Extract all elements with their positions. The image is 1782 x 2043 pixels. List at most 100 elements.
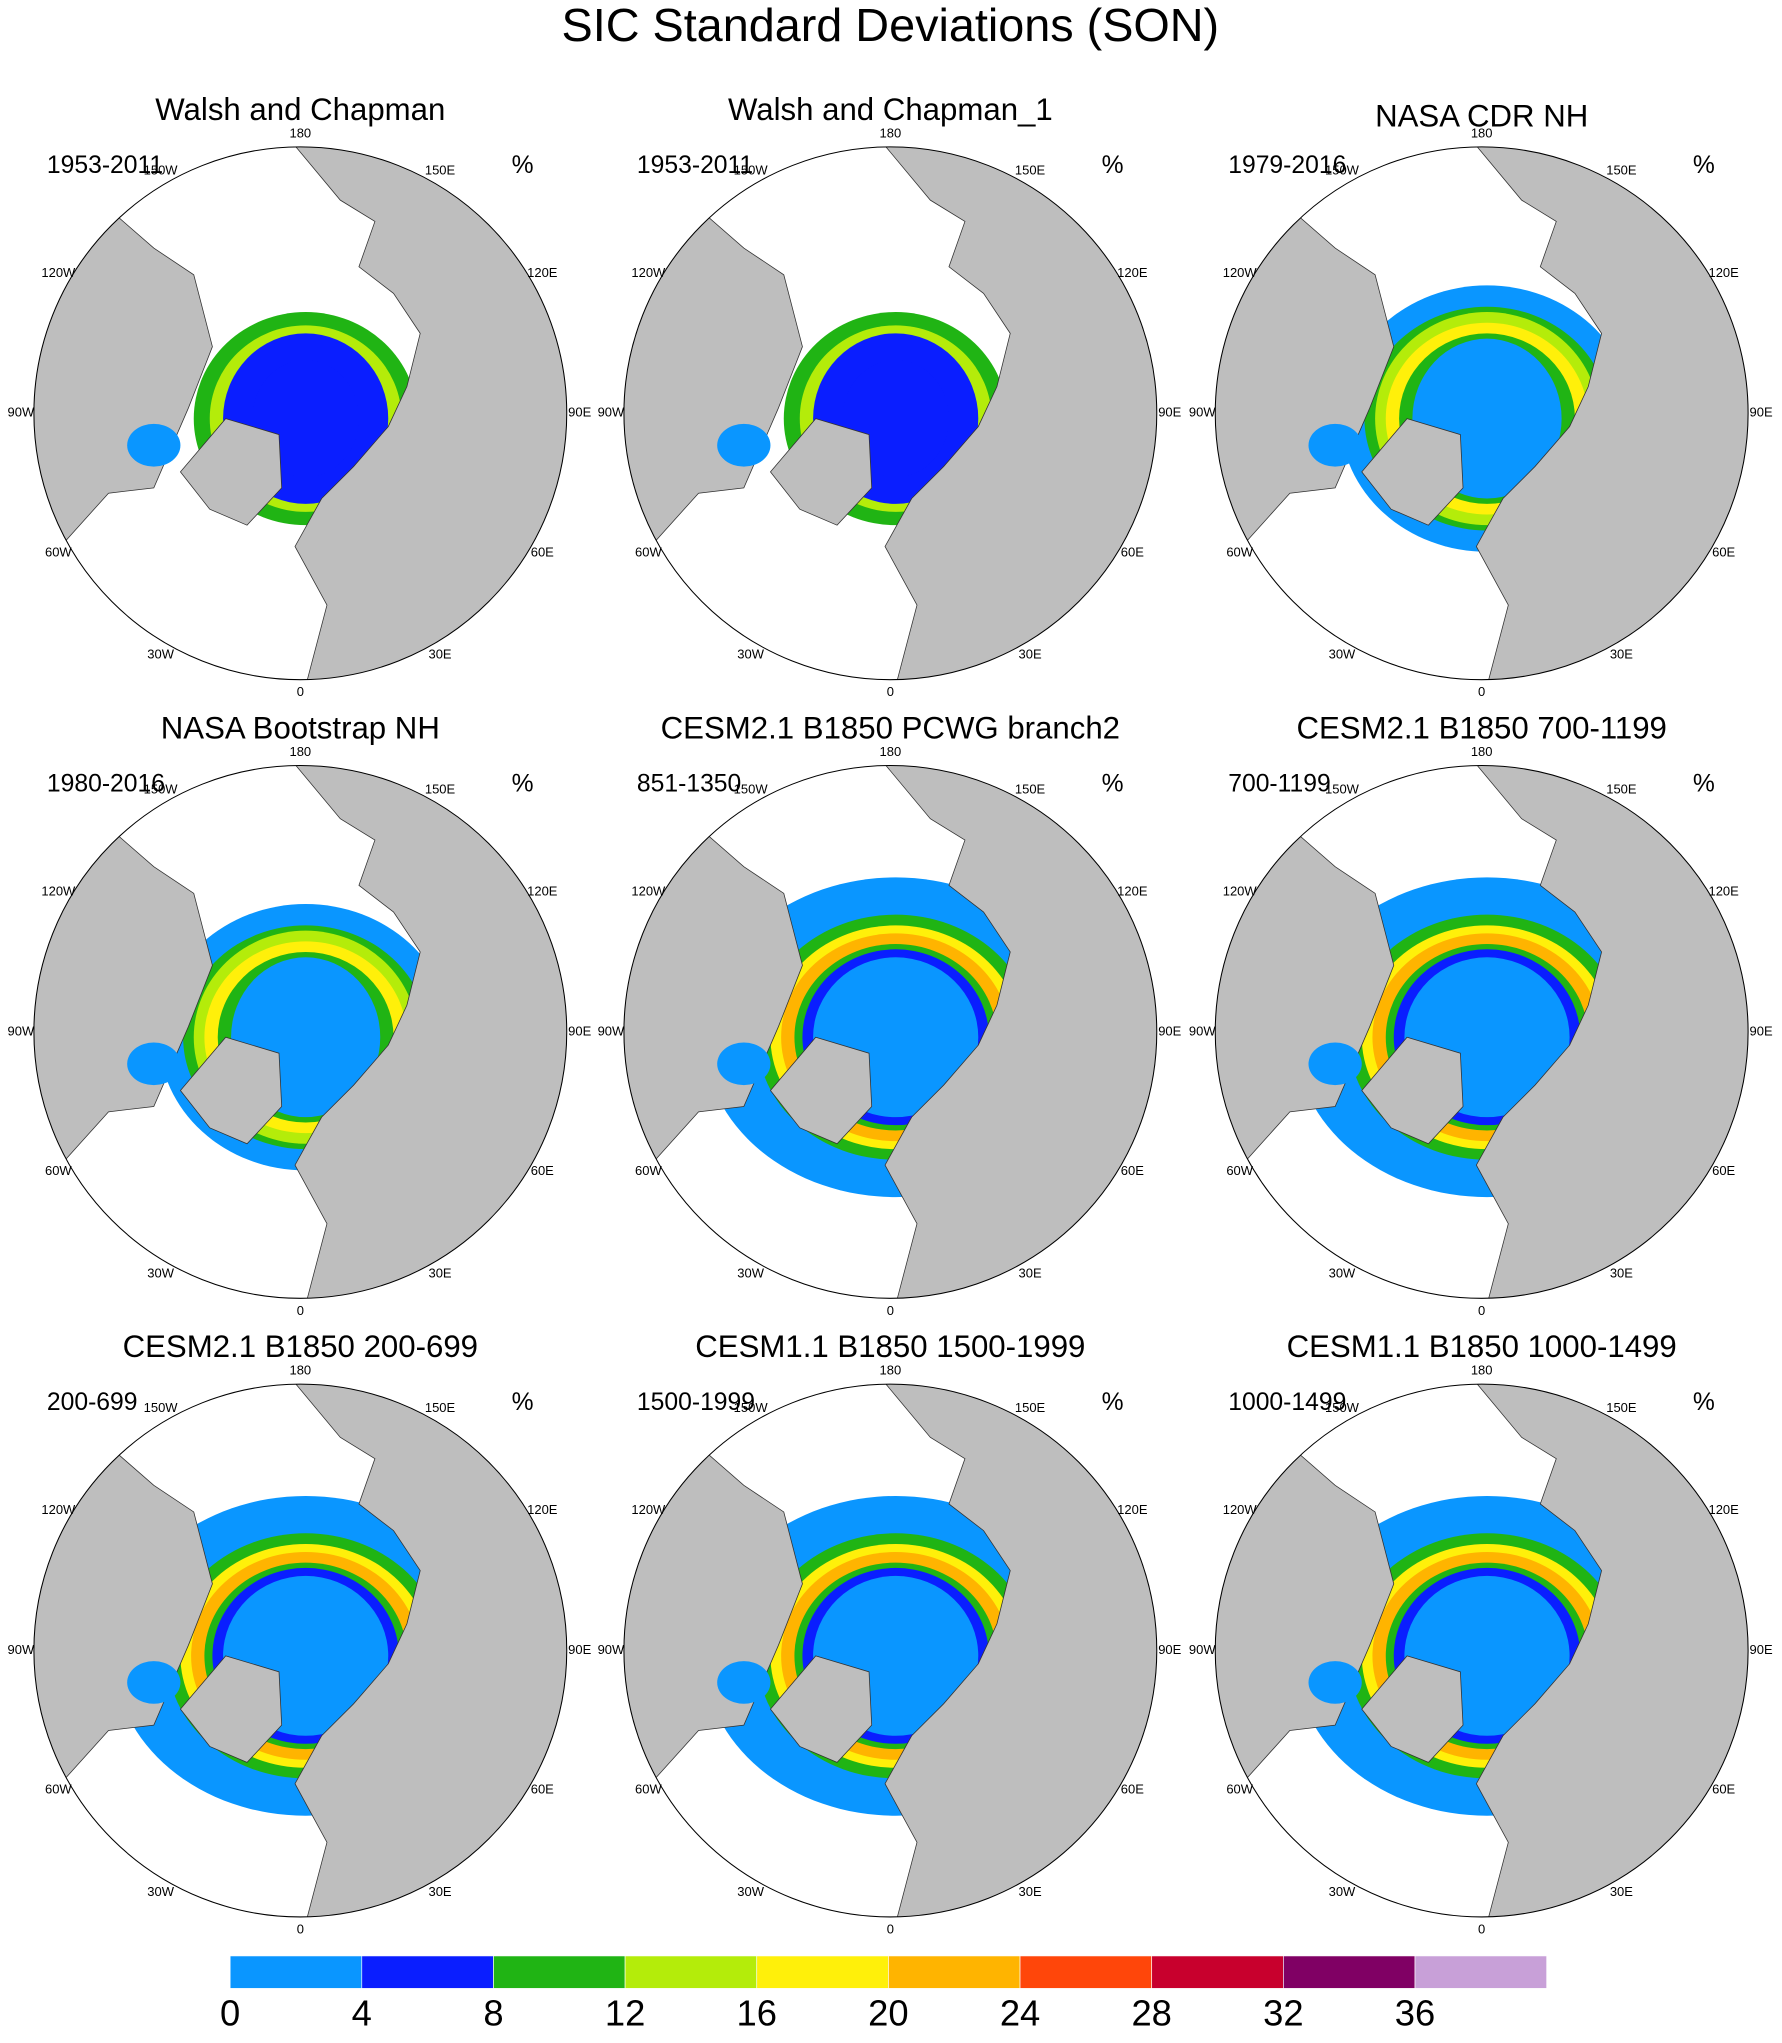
- lon-label: 30W: [737, 1265, 764, 1280]
- land: [769, 1036, 873, 1145]
- lon-label: 90W: [1189, 1023, 1216, 1038]
- lon-label: 90E: [1158, 1023, 1181, 1038]
- colorbar-box: [229, 1955, 363, 1989]
- colorbar-label: 0: [220, 1992, 240, 2033]
- lon-label: 150E: [425, 781, 456, 796]
- panel-period: 1979-2016: [1228, 152, 1346, 179]
- lon-label: 120W: [631, 1502, 666, 1517]
- lon-label: 120W: [1223, 1502, 1258, 1517]
- hudson-bay: [127, 1042, 181, 1086]
- lon-label: 90E: [1750, 1642, 1773, 1657]
- map-field: [623, 146, 1157, 680]
- lon-label: 120E: [527, 265, 558, 280]
- lon-label: 120E: [1117, 884, 1148, 899]
- lon-label: 120E: [1117, 265, 1148, 280]
- panel-unit: %: [1693, 1389, 1715, 1416]
- panel-title: CESM2.1 B1850 700-1199: [1296, 711, 1666, 746]
- lon-label: 150E: [1015, 781, 1046, 796]
- lon-label: 30W: [1329, 1265, 1356, 1280]
- lon-label: 120W: [631, 884, 666, 899]
- map-panel: CESM2.1 B1850 PCWG branch2 851-1350 % 180 15…: [598, 711, 1182, 1318]
- lon-label: 30E: [428, 1884, 451, 1899]
- colorbar-box: [1414, 1955, 1547, 1989]
- map-border: [623, 1383, 1158, 1918]
- lon-label: 150W: [1325, 781, 1360, 796]
- colorbar-box: [1283, 1955, 1416, 1989]
- land: [179, 1655, 283, 1763]
- lon-label: 120W: [1223, 884, 1258, 899]
- land: [862, 1384, 1157, 1917]
- lon-label: 120E: [1708, 1502, 1739, 1517]
- lon-label: 120E: [1708, 265, 1739, 280]
- lon-label: 60E: [1121, 544, 1144, 559]
- lon-label: 60W: [1226, 1782, 1253, 1797]
- lon-label: 30W: [1329, 647, 1356, 662]
- lon-label: 90E: [568, 1642, 591, 1657]
- map-field: [1215, 1384, 1749, 1917]
- lon-label: 180: [1471, 1363, 1493, 1378]
- map-panel: CESM1.1 B1850 1000-1499 1000-1499 % 180 150E…: [1189, 1329, 1773, 1936]
- panel-period: 851-1350: [637, 770, 741, 797]
- map-border: [33, 146, 568, 681]
- land: [769, 418, 873, 526]
- lon-label: 180: [880, 125, 902, 140]
- lon-label: 180: [1471, 744, 1493, 759]
- panel-title: CESM1.1 B1850 1000-1499: [1287, 1329, 1677, 1364]
- lon-label: 150E: [1606, 1400, 1637, 1415]
- lon-label: 120E: [527, 884, 558, 899]
- colorbar-box: [888, 1955, 1021, 1989]
- lon-label: 60E: [1121, 1782, 1144, 1797]
- lon-label: 120W: [41, 884, 76, 899]
- colorbar-box: [756, 1955, 889, 1989]
- land: [272, 765, 567, 1299]
- lon-label: 60E: [1712, 1163, 1735, 1178]
- panel-period: 1953-2011: [47, 152, 163, 179]
- panel-unit: %: [1693, 152, 1715, 179]
- map-border: [623, 146, 1158, 681]
- map-border: [33, 764, 568, 1299]
- colorbar-label: 12: [605, 1992, 645, 2033]
- lon-label: 30W: [147, 647, 174, 662]
- lon-label: 60W: [635, 1782, 662, 1797]
- panel-title: NASA CDR NH: [1375, 98, 1588, 133]
- lon-label: 0: [1478, 684, 1485, 699]
- lon-label: 180: [1471, 125, 1493, 140]
- panel-title: CESM1.1 B1850 1500-1999: [695, 1329, 1085, 1364]
- lon-label: 0: [297, 1921, 304, 1936]
- lon-label: 30E: [1019, 1265, 1042, 1280]
- hudson-bay: [717, 1042, 771, 1086]
- land: [1454, 765, 1749, 1299]
- lon-label: 180: [289, 1363, 311, 1378]
- lon-label: 150W: [1325, 1400, 1360, 1415]
- lon-label: 60W: [635, 544, 662, 559]
- land: [1361, 418, 1464, 526]
- lon-label: 120E: [527, 1502, 558, 1517]
- land: [862, 765, 1157, 1299]
- lon-label: 90W: [598, 405, 625, 420]
- lon-label: 90W: [1189, 405, 1216, 420]
- lon-label: 150W: [1325, 163, 1360, 178]
- colorbar-label: 32: [1263, 1992, 1303, 2033]
- panel-title: CESM2.1 B1850 200-699: [123, 1329, 478, 1364]
- map-panel: Walsh and Chapman 1953-2011 % 180 150E 120E 90…: [8, 92, 592, 699]
- lon-label: 60W: [1226, 544, 1253, 559]
- hudson-bay: [1308, 1661, 1362, 1704]
- lon-label: 180: [880, 1363, 902, 1378]
- hudson-bay: [1308, 1042, 1362, 1086]
- lon-label: 30W: [147, 1265, 174, 1280]
- lon-label: 30W: [737, 647, 764, 662]
- lon-label: 150E: [425, 1400, 456, 1415]
- panel-title: NASA Bootstrap NH: [161, 711, 440, 746]
- lon-label: 150W: [734, 163, 769, 178]
- lon-label: 0: [887, 1921, 894, 1936]
- map-field: [623, 1384, 1157, 1917]
- hudson-bay: [127, 423, 181, 467]
- lon-label: 60E: [1121, 1163, 1144, 1178]
- colorbar-label: 16: [737, 1992, 777, 2033]
- map-field: [1215, 765, 1749, 1299]
- lon-label: 150W: [144, 1400, 179, 1415]
- map-field: [33, 146, 567, 680]
- hudson-bay: [717, 1661, 771, 1704]
- land: [1361, 1655, 1464, 1763]
